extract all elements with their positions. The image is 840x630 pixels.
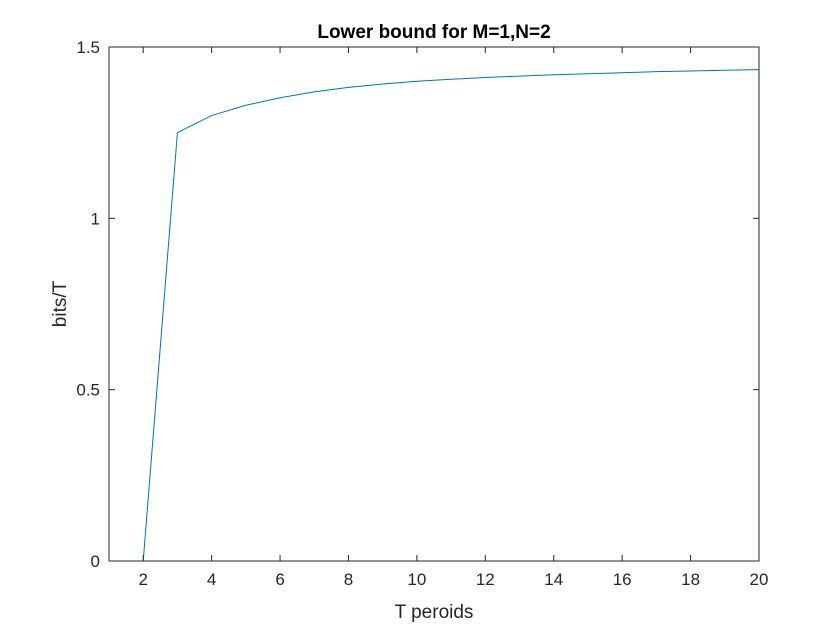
x-tick-label: 16 (613, 570, 632, 589)
y-tick-label: 0.5 (76, 381, 100, 400)
x-tick-label: 10 (407, 570, 426, 589)
x-tick-label: 14 (544, 570, 563, 589)
chart-title: Lower bound for M=1,N=2 (317, 22, 550, 43)
y-tick-label: 1 (91, 209, 100, 228)
y-axis-label: bits/T (50, 280, 71, 327)
x-tick-label: 4 (207, 570, 216, 589)
axes-box (108, 46, 760, 562)
x-tick-label: 20 (750, 570, 769, 589)
x-tick-label: 12 (476, 570, 495, 589)
y-axis-ticks: 0 0.5 1 1.5 (76, 38, 759, 571)
series-layer (109, 69, 760, 562)
series-line-0 (109, 69, 760, 562)
x-axis-label: T peroids (395, 602, 474, 623)
x-tick-label: 8 (344, 570, 353, 589)
x-axis-ticks: 2 4 6 8 10 12 14 16 18 20 (138, 47, 768, 589)
plot-area (109, 47, 759, 561)
y-tick-label: 0 (91, 552, 100, 571)
axes-layer (108, 46, 760, 562)
x-tick-label: 18 (681, 570, 700, 589)
y-tick-label: 1.5 (76, 38, 100, 57)
x-tick-label: 2 (138, 570, 147, 589)
x-tick-label: 6 (275, 570, 284, 589)
